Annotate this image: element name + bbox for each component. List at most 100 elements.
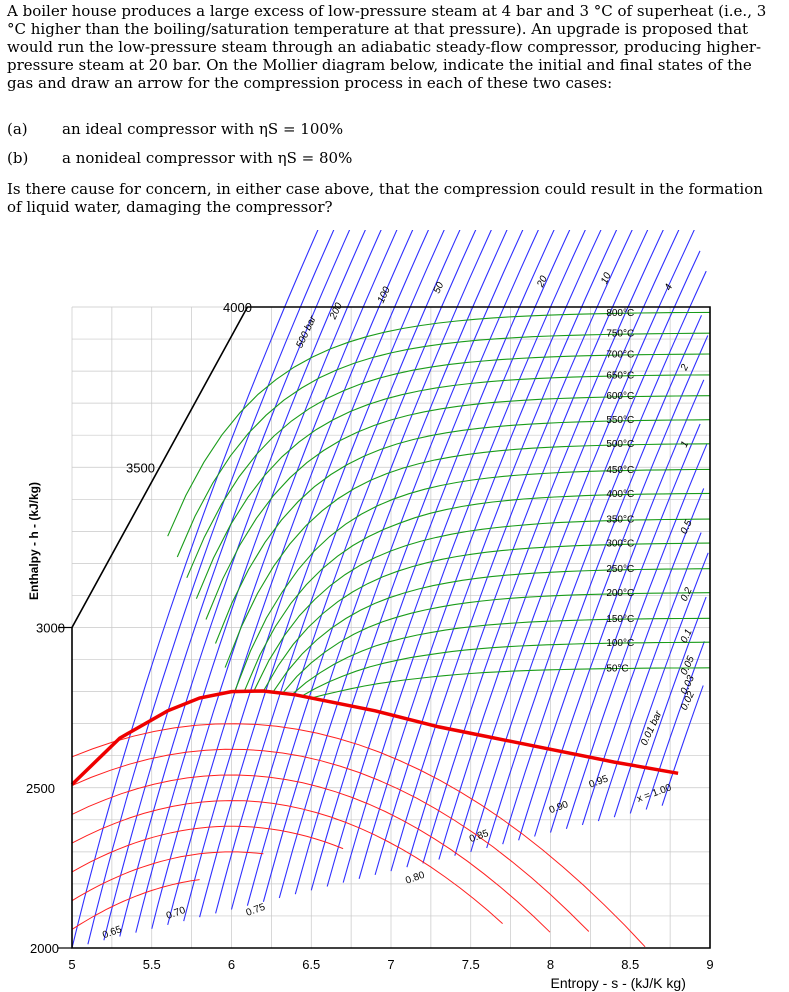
problem-intro: A boiler house produces a large excess o… — [7, 2, 767, 92]
isobar-line — [565, 443, 708, 829]
y-axis-label: Enthalpy - h - (kJ/kg) — [27, 482, 41, 600]
isobar-line — [246, 230, 492, 906]
isotherm-line — [205, 395, 711, 620]
isotherm-line — [243, 492, 711, 692]
isobar-line — [549, 423, 701, 833]
x-tick-label: 6.5 — [302, 957, 320, 972]
isobar-label: 50 — [432, 280, 447, 295]
case-b-label: (b) — [7, 149, 29, 167]
isotherm-line — [301, 641, 711, 697]
problem-closing: Is there cause for concern, in either ca… — [7, 180, 763, 216]
isobar-line — [661, 685, 704, 806]
isotherm-label: 400°C — [606, 489, 634, 500]
isobar-label: 0.2 — [679, 585, 695, 603]
isotherm-line — [234, 468, 711, 692]
isobar-label: 2 — [678, 362, 691, 373]
isotherm-line — [282, 592, 711, 694]
isotherm-label: 250°C — [606, 564, 634, 575]
isobar-line — [390, 230, 633, 872]
quality-lines — [71, 723, 646, 948]
quality-line — [71, 748, 590, 932]
isobar-line — [326, 230, 571, 887]
isotherm-line — [253, 518, 711, 692]
isotherm-label: 650°C — [606, 370, 634, 381]
isobar-label: 0.5 — [679, 518, 695, 536]
isotherm-label: 150°C — [606, 614, 634, 625]
isotherm-line — [186, 353, 711, 579]
isotherm-line — [195, 374, 711, 599]
isobar-line — [534, 379, 705, 837]
isotherm-label: 350°C — [606, 515, 634, 526]
isobar-line — [310, 230, 555, 891]
isobar-line — [486, 270, 707, 849]
x-axis-label: Entropy - s - (kJ/K kg) — [551, 975, 686, 991]
isobar-label: 0.1 — [679, 628, 695, 645]
isobar-line — [167, 230, 414, 926]
y-tick-label: 3500 — [126, 460, 155, 475]
isotherm-line — [224, 443, 711, 668]
isotherm-label: 550°C — [606, 415, 634, 426]
isobar-label: 10 — [599, 271, 614, 286]
isotherm-line — [167, 311, 711, 537]
isobar-line — [230, 230, 477, 910]
isotherm-label: 100°C — [606, 638, 634, 649]
isotherm-label: 50°C — [606, 664, 628, 675]
isobar-label: 0.05 — [679, 654, 697, 677]
isotherm-line — [214, 419, 711, 644]
x-tick-label: 8.5 — [621, 957, 639, 972]
case-a-text: an ideal compressor with ηS = 100% — [62, 120, 344, 138]
x-tick-label: 7 — [387, 957, 394, 972]
quality-line — [71, 800, 503, 924]
quality-line — [71, 851, 264, 902]
isobar-label: 100 — [376, 285, 393, 305]
quality-line — [71, 723, 646, 948]
isotherm-label: 300°C — [606, 539, 634, 550]
isobar-line — [135, 230, 382, 933]
isobar-line — [151, 230, 398, 929]
x-tick-label: 5 — [68, 957, 75, 972]
quality-line — [71, 879, 200, 930]
chart-frame — [58, 306, 711, 949]
x-tick-label: 9 — [706, 957, 713, 972]
quality-line — [71, 825, 344, 873]
isotherm-line — [291, 617, 711, 695]
isobar-line — [629, 596, 707, 814]
isotherm-label: 200°C — [606, 588, 634, 599]
isobar-line — [613, 552, 709, 818]
isobar-line — [183, 230, 430, 922]
isobar-line — [119, 230, 366, 937]
mollier-chart: 800°C750°C700°C650°C600°C550°C500°C450°C… — [26, 230, 714, 991]
isobar-line — [199, 230, 445, 918]
isotherm-line — [311, 667, 711, 699]
y-tick-label: 4000 — [223, 300, 252, 315]
isotherm-label: 500°C — [606, 439, 634, 450]
saturation-line — [70, 689, 679, 786]
case-a-label: (a) — [7, 120, 28, 138]
chart-grid — [71, 306, 711, 949]
isotherm-label: 800°C — [606, 308, 634, 319]
axis-ticks: 5 5.5 6 6.5 7 7.5 8 8.5 9 2000 2500 3000 3500 4000 Ent… — [26, 300, 714, 991]
quality-label: 0.90 — [548, 799, 570, 816]
isotherm-lines — [167, 311, 711, 699]
saturation-curve — [70, 689, 679, 786]
isotherm-line — [262, 542, 711, 692]
isobar-line — [454, 230, 695, 856]
isobar-line — [215, 230, 461, 914]
isotherm-label: 450°C — [606, 465, 634, 476]
isobar-label: 500 bar — [294, 314, 319, 350]
isobar-line — [470, 250, 701, 853]
isobar-line — [581, 488, 705, 826]
isotherm-label: 600°C — [606, 391, 634, 402]
isobar-line — [502, 315, 703, 845]
isobar-line — [342, 230, 586, 883]
quality-label: 0.65 — [101, 924, 123, 941]
isobar-line — [374, 230, 618, 876]
isobar-label: 1 — [679, 440, 691, 450]
isobar-line — [422, 230, 664, 864]
isobar-label: 20 — [535, 274, 550, 290]
x-tick-label: 6 — [228, 957, 235, 972]
isobar-line — [278, 230, 524, 899]
isotherm-line — [272, 568, 711, 693]
isobar-line — [597, 532, 702, 822]
isotherm-line — [176, 332, 711, 558]
